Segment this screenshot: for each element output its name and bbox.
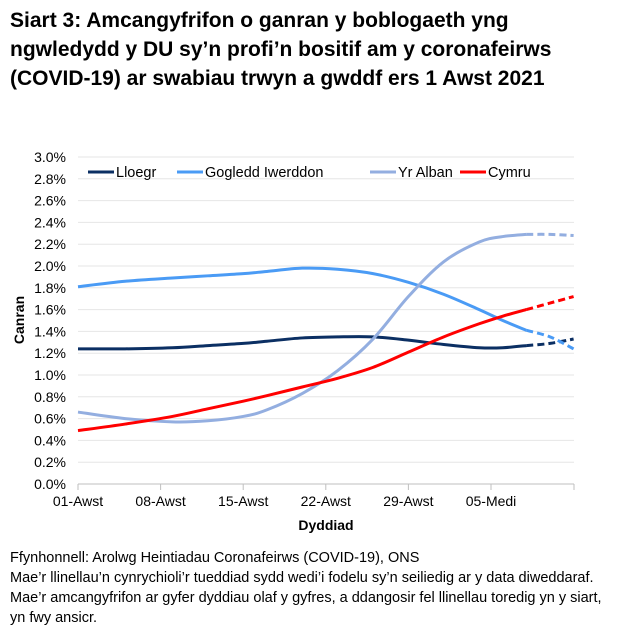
x-axis-title: Dyddiad [298, 517, 353, 533]
chart-title: Siart 3: Amcangyfrifon o ganran y boblog… [10, 9, 552, 90]
y-tick-label: 1.6% [34, 302, 66, 318]
x-tick-label: 29-Awst [383, 493, 433, 509]
y-tick-label: 2.2% [34, 236, 66, 252]
x-tick-label: 01-Awst [53, 493, 103, 509]
y-tick-label: 1.0% [34, 367, 66, 383]
x-tick-label: 15-Awst [218, 493, 268, 509]
series-forecast-yr-alban [526, 232, 574, 237]
y-tick-label: 2.0% [34, 258, 66, 274]
legend-label-lloegr: Lloegr [116, 165, 156, 181]
y-tick-label: 0.8% [34, 389, 66, 405]
source-note: Ffynhonnell: Arolwg Heintiadau Coronafei… [10, 550, 420, 566]
y-tick-label: 1.4% [34, 323, 66, 339]
y-tick-label: 0.6% [34, 411, 66, 427]
series-forecast-gogledd-iwerddon [525, 328, 575, 351]
series-line-lloegr [77, 335, 527, 351]
y-tick-label: 2.8% [34, 171, 66, 187]
legend-label-yr-alban: Yr Alban [398, 165, 453, 181]
method-note: Mae’r llinellau’n cynrychioli’r tueddiad… [10, 570, 602, 626]
y-tick-label: 0.4% [34, 432, 66, 448]
series-line-cymru [77, 308, 527, 433]
y-tick-label: 2.4% [34, 214, 66, 230]
series-line-gogledd-iwerddon [77, 266, 527, 332]
footer: Ffynhonnell: Arolwg Heintiadau Coronafei… [10, 548, 620, 628]
legend-label-cymru: Cymru [488, 165, 531, 181]
y-tick-label: 2.6% [34, 193, 66, 209]
y-tick-label: 3.0% [34, 149, 66, 165]
x-tick-label: 08-Awst [135, 493, 185, 509]
y-tick-label: 1.8% [34, 280, 66, 296]
x-tick-label: 05-Medi [466, 493, 517, 509]
y-tick-label: 1.2% [34, 345, 66, 361]
y-tick-label: 0.2% [34, 454, 66, 470]
series-forecast-lloegr [526, 337, 574, 348]
x-tick-label: 22-Awst [301, 493, 351, 509]
series-forecast-cymru [525, 295, 575, 312]
legend-label-gogledd-iwerddon: Gogledd Iwerddon [205, 165, 324, 181]
y-axis-title: Canran [11, 296, 27, 344]
series-line-yr-alban [77, 232, 527, 424]
y-tick-label: 0.0% [34, 476, 66, 492]
